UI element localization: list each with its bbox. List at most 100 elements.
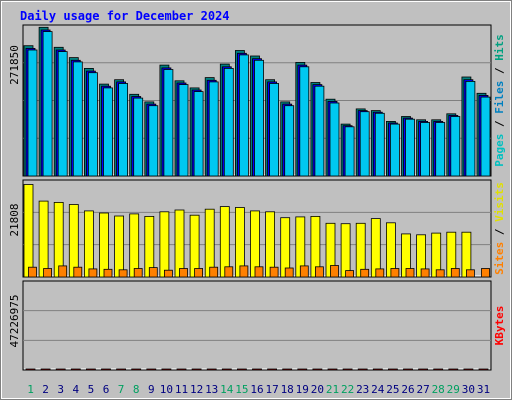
day-label-14: 14 — [220, 383, 234, 396]
day-label-21: 21 — [326, 383, 339, 396]
bar-visits-sites-s0-d2 — [38, 200, 49, 278]
bar-visits-sites-s0-d24 — [370, 218, 381, 278]
bar-hits-files-pages-s2-d2 — [42, 31, 53, 177]
bar-kbytes-s0-d9 — [146, 368, 157, 371]
bar-hits-files-pages-s2-d6 — [103, 87, 113, 177]
bar-kbytes-s0-d15 — [236, 368, 247, 371]
bar-visits-sites-s0-d7 — [114, 215, 124, 278]
bar-visits-sites-s1-d19 — [299, 265, 309, 278]
bar-hits-files-pages-s2-d26 — [405, 118, 415, 177]
day-label-11: 11 — [175, 383, 188, 396]
bar-visits-sites-s1-d24 — [375, 268, 385, 278]
day-label-2: 2 — [42, 383, 49, 396]
bar-visits-sites-s1-d22 — [345, 270, 355, 278]
bars — [23, 26, 491, 371]
legend-entry: / — [493, 222, 506, 242]
bar-kbytes-s0-d3 — [55, 368, 66, 371]
bar-hits-files-pages-s2-d15 — [238, 54, 249, 177]
bar-visits-sites-s0-d4 — [68, 204, 79, 278]
legend-entry: Visits — [493, 182, 506, 222]
day-label-29: 29 — [447, 383, 460, 396]
day-label-4: 4 — [72, 383, 79, 396]
day-label-28: 28 — [432, 383, 445, 396]
bar-visits-sites-s1-d28 — [435, 269, 445, 278]
bar-visits-sites-s1-d25 — [390, 268, 400, 278]
day-label-20: 20 — [311, 383, 324, 396]
bar-visits-sites-s1-d4 — [73, 266, 83, 278]
legend-entry: Sites — [493, 242, 506, 275]
bar-hits-files-pages-s2-d28 — [435, 122, 446, 177]
bar-visits-sites-s0-d22 — [340, 223, 351, 278]
bar-visits-sites-s1-d9 — [148, 267, 158, 278]
bar-kbytes-s0-d29 — [448, 368, 459, 371]
bar-kbytes-s0-d8 — [131, 368, 142, 371]
day-label-30: 30 — [462, 383, 475, 396]
bar-visits-sites-s1-d3 — [58, 265, 68, 278]
day-label-8: 8 — [133, 383, 140, 396]
bar-visits-sites-s1-d15 — [239, 265, 249, 278]
bar-visits-sites-s1-d1 — [28, 266, 37, 278]
bar-visits-sites-s1-d5 — [88, 268, 98, 278]
bar-hits-files-pages-s2-d1 — [27, 49, 38, 177]
bar-kbytes-s0-d26 — [403, 368, 413, 371]
bar-visits-sites-s0-d1 — [23, 184, 34, 278]
legend-hits-files-pages: Pages / Files / Hits — [493, 34, 506, 167]
legend-entry: / — [493, 61, 506, 81]
bar-visits-sites-s0-d8 — [129, 213, 140, 278]
bar-kbytes-s0-d11 — [176, 368, 187, 371]
max-label-kbytes: 47226975 — [8, 295, 21, 348]
bar-kbytes-s0-d27 — [418, 368, 429, 371]
bar-hits-files-pages-s2-d9 — [148, 105, 159, 177]
bar-visits-sites-s1-d10 — [163, 269, 173, 278]
day-label-5: 5 — [88, 383, 95, 396]
bar-visits-sites-s1-d29 — [450, 268, 460, 278]
bar-kbytes-s0-d6 — [101, 368, 111, 371]
bar-visits-sites-s1-d8 — [133, 268, 143, 278]
bar-visits-sites-s1-d27 — [420, 268, 430, 278]
bar-hits-files-pages-s2-d25 — [389, 123, 400, 177]
day-label-18: 18 — [281, 383, 294, 396]
bar-visits-sites-s1-d31 — [481, 268, 490, 278]
bar-hits-files-pages-s2-d29 — [450, 116, 461, 177]
bar-visits-sites-s1-d30 — [465, 269, 475, 278]
day-label-26: 26 — [401, 383, 414, 396]
bar-kbytes-s0-d14 — [221, 368, 232, 371]
bar-hits-files-pages-s2-d18 — [284, 105, 295, 177]
day-label-9: 9 — [148, 383, 155, 396]
bar-hits-files-pages-s2-d16 — [254, 59, 264, 177]
bar-hits-files-pages-s2-d13 — [208, 81, 219, 177]
bar-kbytes-s0-d20 — [312, 368, 323, 371]
day-label-23: 23 — [356, 383, 369, 396]
bar-hits-files-pages-s2-d27 — [420, 122, 431, 177]
bar-hits-files-pages-s2-d8 — [133, 97, 144, 177]
bar-visits-sites-s0-d6 — [99, 212, 109, 278]
bar-hits-files-pages-s2-d4 — [72, 61, 83, 177]
bar-visits-sites-s1-d21 — [330, 265, 339, 278]
bar-kbytes-s0-d18 — [282, 368, 293, 371]
day-label-27: 27 — [416, 383, 429, 396]
bar-hits-files-pages-s2-d7 — [118, 83, 128, 177]
day-label-17: 17 — [265, 383, 278, 396]
bar-hits-files-pages-s2-d3 — [57, 51, 68, 177]
day-label-1: 1 — [27, 383, 34, 396]
day-label-31: 31 — [477, 383, 490, 396]
bar-visits-sites-s1-d2 — [43, 268, 52, 278]
legend-kbytes: KBytes — [493, 306, 506, 346]
bar-kbytes-s0-d4 — [70, 368, 81, 371]
bar-kbytes-s0-d1 — [25, 368, 36, 371]
day-label-12: 12 — [190, 383, 203, 396]
labels: 271850 Pages / Files / Hits 21808 Sites / V… — [8, 34, 506, 396]
bar-kbytes-s0-d5 — [86, 368, 96, 371]
bar-visits-sites-s1-d18 — [284, 267, 294, 278]
bar-kbytes-s0-d12 — [191, 368, 202, 371]
bar-hits-files-pages-s2-d12 — [193, 91, 204, 177]
bar-kbytes-s0-d2 — [40, 368, 51, 371]
bar-hits-files-pages-s2-d22 — [344, 126, 355, 177]
bar-kbytes-s0-d19 — [297, 368, 308, 371]
bar-kbytes-s0-d16 — [252, 368, 262, 371]
bar-visits-sites-s0-d11 — [174, 209, 185, 278]
bar-visits-sites-s1-d17 — [269, 266, 279, 278]
legend-entry: KBytes — [493, 306, 506, 346]
bar-visits-sites-s1-d14 — [224, 266, 234, 278]
bar-visits-sites-s1-d13 — [209, 266, 219, 278]
